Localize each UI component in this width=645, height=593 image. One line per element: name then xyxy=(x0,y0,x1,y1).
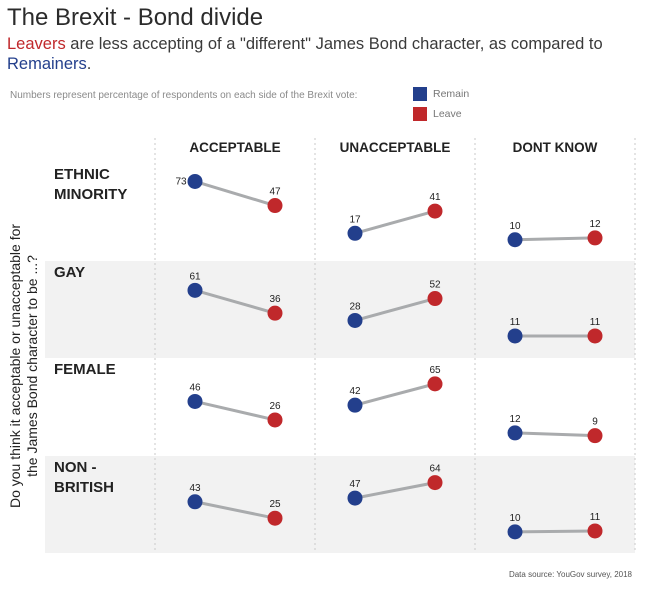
point-remain-female-acceptable xyxy=(187,393,203,409)
label-remain-ethnic-minority-dont-know: 10 xyxy=(509,221,521,232)
point-leave-female-acceptable xyxy=(267,412,283,428)
chart-subtitle: Leavers are less accepting of a "differe… xyxy=(7,34,637,74)
chart-title: The Brexit - Bond divide xyxy=(7,4,264,31)
connector-ethnic-minority-dont-know xyxy=(514,236,596,242)
point-remain-non-british-acceptable xyxy=(187,494,203,510)
point-leave-ethnic-minority-unacceptable xyxy=(427,203,443,219)
label-leave-ethnic-minority-dont-know: 12 xyxy=(589,219,601,230)
label-remain-gay-acceptable: 61 xyxy=(189,271,201,282)
connector-gay-unacceptable xyxy=(354,297,436,322)
row-label-ethnic-minority: ETHNIC MINORITY xyxy=(54,166,127,203)
point-leave-ethnic-minority-dont-know xyxy=(587,230,603,246)
point-remain-ethnic-minority-unacceptable xyxy=(347,225,363,241)
label-remain-ethnic-minority-acceptable: 73 xyxy=(175,176,187,187)
row-band-non-british xyxy=(45,456,635,553)
label-leave-female-acceptable: 26 xyxy=(269,401,281,412)
point-leave-gay-unacceptable xyxy=(427,291,443,307)
point-leave-female-unacceptable xyxy=(427,376,443,392)
label-leave-female-dont-know: 9 xyxy=(592,417,598,428)
label-remain-non-british-acceptable: 43 xyxy=(189,483,201,494)
label-remain-female-dont-know: 12 xyxy=(509,414,521,425)
point-leave-ethnic-minority-acceptable xyxy=(267,198,283,214)
data-source: Data source: YouGov survey, 2018 xyxy=(508,570,632,579)
point-remain-gay-dont-know xyxy=(507,328,523,344)
point-remain-ethnic-minority-dont-know xyxy=(507,232,523,248)
point-remain-female-dont-know xyxy=(507,425,523,441)
subtitle-leavers: Leavers xyxy=(7,35,66,53)
legend-remain-label: Remain xyxy=(433,88,470,100)
label-remain-gay-unacceptable: 28 xyxy=(349,301,361,312)
connector-female-acceptable xyxy=(194,399,276,422)
connector-ethnic-minority-acceptable xyxy=(194,180,276,207)
point-leave-non-british-dont-know xyxy=(587,523,603,539)
legend-leave: Leave xyxy=(413,107,462,121)
label-remain-non-british-dont-know: 10 xyxy=(509,513,521,524)
label-remain-female-acceptable: 46 xyxy=(189,382,201,393)
column-header-acceptable: ACCEPTABLE xyxy=(189,140,280,155)
column-header-dont-know: DONT KNOW xyxy=(513,140,598,155)
connector-non-british-dont-know xyxy=(514,529,596,534)
label-leave-non-british-acceptable: 25 xyxy=(269,499,281,510)
point-remain-gay-unacceptable xyxy=(347,312,363,328)
label-leave-ethnic-minority-unacceptable: 41 xyxy=(429,192,441,203)
point-remain-gay-acceptable xyxy=(187,282,203,298)
connector-gay-acceptable xyxy=(194,288,276,315)
subtitle-middle: are less accepting of a "different" Jame… xyxy=(65,35,603,53)
column-header-unacceptable: UNACCEPTABLE xyxy=(340,140,451,155)
subtitle-remainers: Remainers xyxy=(7,55,87,73)
connector-female-unacceptable xyxy=(354,382,436,407)
point-leave-non-british-acceptable xyxy=(267,510,283,526)
connector-female-dont-know xyxy=(514,431,596,438)
connector-non-british-acceptable xyxy=(194,500,276,520)
label-leave-gay-acceptable: 36 xyxy=(269,294,281,305)
legend-remain-swatch xyxy=(413,87,427,101)
row-label-female: FEMALE xyxy=(54,361,116,378)
point-remain-non-british-dont-know xyxy=(507,524,523,540)
row-band-gay xyxy=(45,261,635,358)
label-remain-ethnic-minority-unacceptable: 17 xyxy=(349,214,361,225)
row-label-non-british: NON -BRITISH xyxy=(54,459,114,496)
point-leave-gay-acceptable xyxy=(267,305,283,321)
label-remain-female-unacceptable: 42 xyxy=(349,386,361,397)
point-leave-gay-dont-know xyxy=(587,328,603,344)
label-leave-non-british-dont-know: 11 xyxy=(590,512,601,523)
label-leave-female-unacceptable: 65 xyxy=(429,365,441,376)
label-leave-gay-dont-know: 11 xyxy=(590,317,601,328)
point-leave-non-british-unacceptable xyxy=(427,475,443,491)
point-remain-non-british-unacceptable xyxy=(347,490,363,506)
legend-leave-label: Leave xyxy=(433,108,462,120)
point-leave-female-dont-know xyxy=(587,428,603,444)
legend-leave-swatch xyxy=(413,107,427,121)
legend-remain: Remain xyxy=(413,87,469,101)
label-remain-gay-dont-know: 11 xyxy=(510,317,521,328)
label-leave-non-british-unacceptable: 64 xyxy=(429,464,441,475)
point-remain-ethnic-minority-acceptable xyxy=(187,173,203,189)
subtitle-end: . xyxy=(86,55,92,73)
label-leave-ethnic-minority-acceptable: 47 xyxy=(269,187,281,198)
label-remain-non-british-unacceptable: 47 xyxy=(349,479,361,490)
connector-ethnic-minority-unacceptable xyxy=(354,209,436,235)
row-label-gay: GAY xyxy=(54,264,85,281)
chart-note: Numbers represent percentage of responde… xyxy=(10,90,358,101)
connector-non-british-unacceptable xyxy=(354,481,436,500)
y-axis-title: Do you think it acceptable or unacceptab… xyxy=(7,224,40,508)
point-remain-female-unacceptable xyxy=(347,397,363,413)
label-leave-gay-unacceptable: 52 xyxy=(429,280,441,291)
